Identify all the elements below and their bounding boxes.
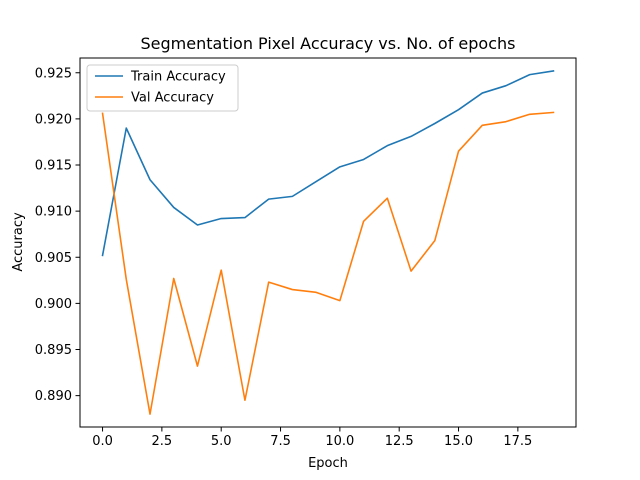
y-axis: 0.890 0.895 0.900 0.905 0.910 0.915 0.920 0.925: [35, 66, 80, 404]
x-tick-label: 0.0: [92, 434, 113, 449]
y-tick-label: 0.910: [35, 205, 72, 220]
x-tick-label: 10.0: [325, 434, 354, 449]
x-axis: 0.0 2.5 5.0 7.5 10.0 12.5 15.0 17.5: [92, 427, 532, 449]
legend-box: [86, 64, 239, 112]
axes-frame: [79, 57, 577, 428]
series-line-0: [101, 69, 555, 257]
chart-title: Segmentation Pixel Accuracy vs. No. of e…: [141, 34, 516, 53]
y-tick-label: 0.920: [35, 112, 72, 127]
y-tick-label: 0.895: [35, 343, 72, 358]
y-tick-label: 0.890: [35, 389, 72, 404]
legend-label-1: Val Accuracy: [131, 91, 214, 106]
legend-label-0: Train Accuracy: [130, 70, 226, 85]
x-tick-label: 12.5: [385, 434, 414, 449]
legend: Train Accuracy Val Accuracy: [86, 64, 239, 112]
x-tick-label: 17.5: [503, 434, 532, 449]
y-tick-label: 0.925: [35, 66, 72, 81]
x-axis-label: Epoch: [308, 456, 348, 471]
y-tick-label: 0.900: [35, 297, 72, 312]
x-tick-label: 2.5: [152, 434, 173, 449]
x-tick-label: 7.5: [270, 434, 291, 449]
x-tick-label: 15.0: [444, 434, 473, 449]
x-tick-label: 5.0: [211, 434, 232, 449]
plot-area: [79, 57, 577, 428]
y-tick-label: 0.915: [35, 159, 72, 174]
y-axis-label: Accuracy: [11, 212, 26, 272]
y-tick-label: 0.905: [35, 251, 72, 266]
series-line-1: [101, 111, 555, 415]
